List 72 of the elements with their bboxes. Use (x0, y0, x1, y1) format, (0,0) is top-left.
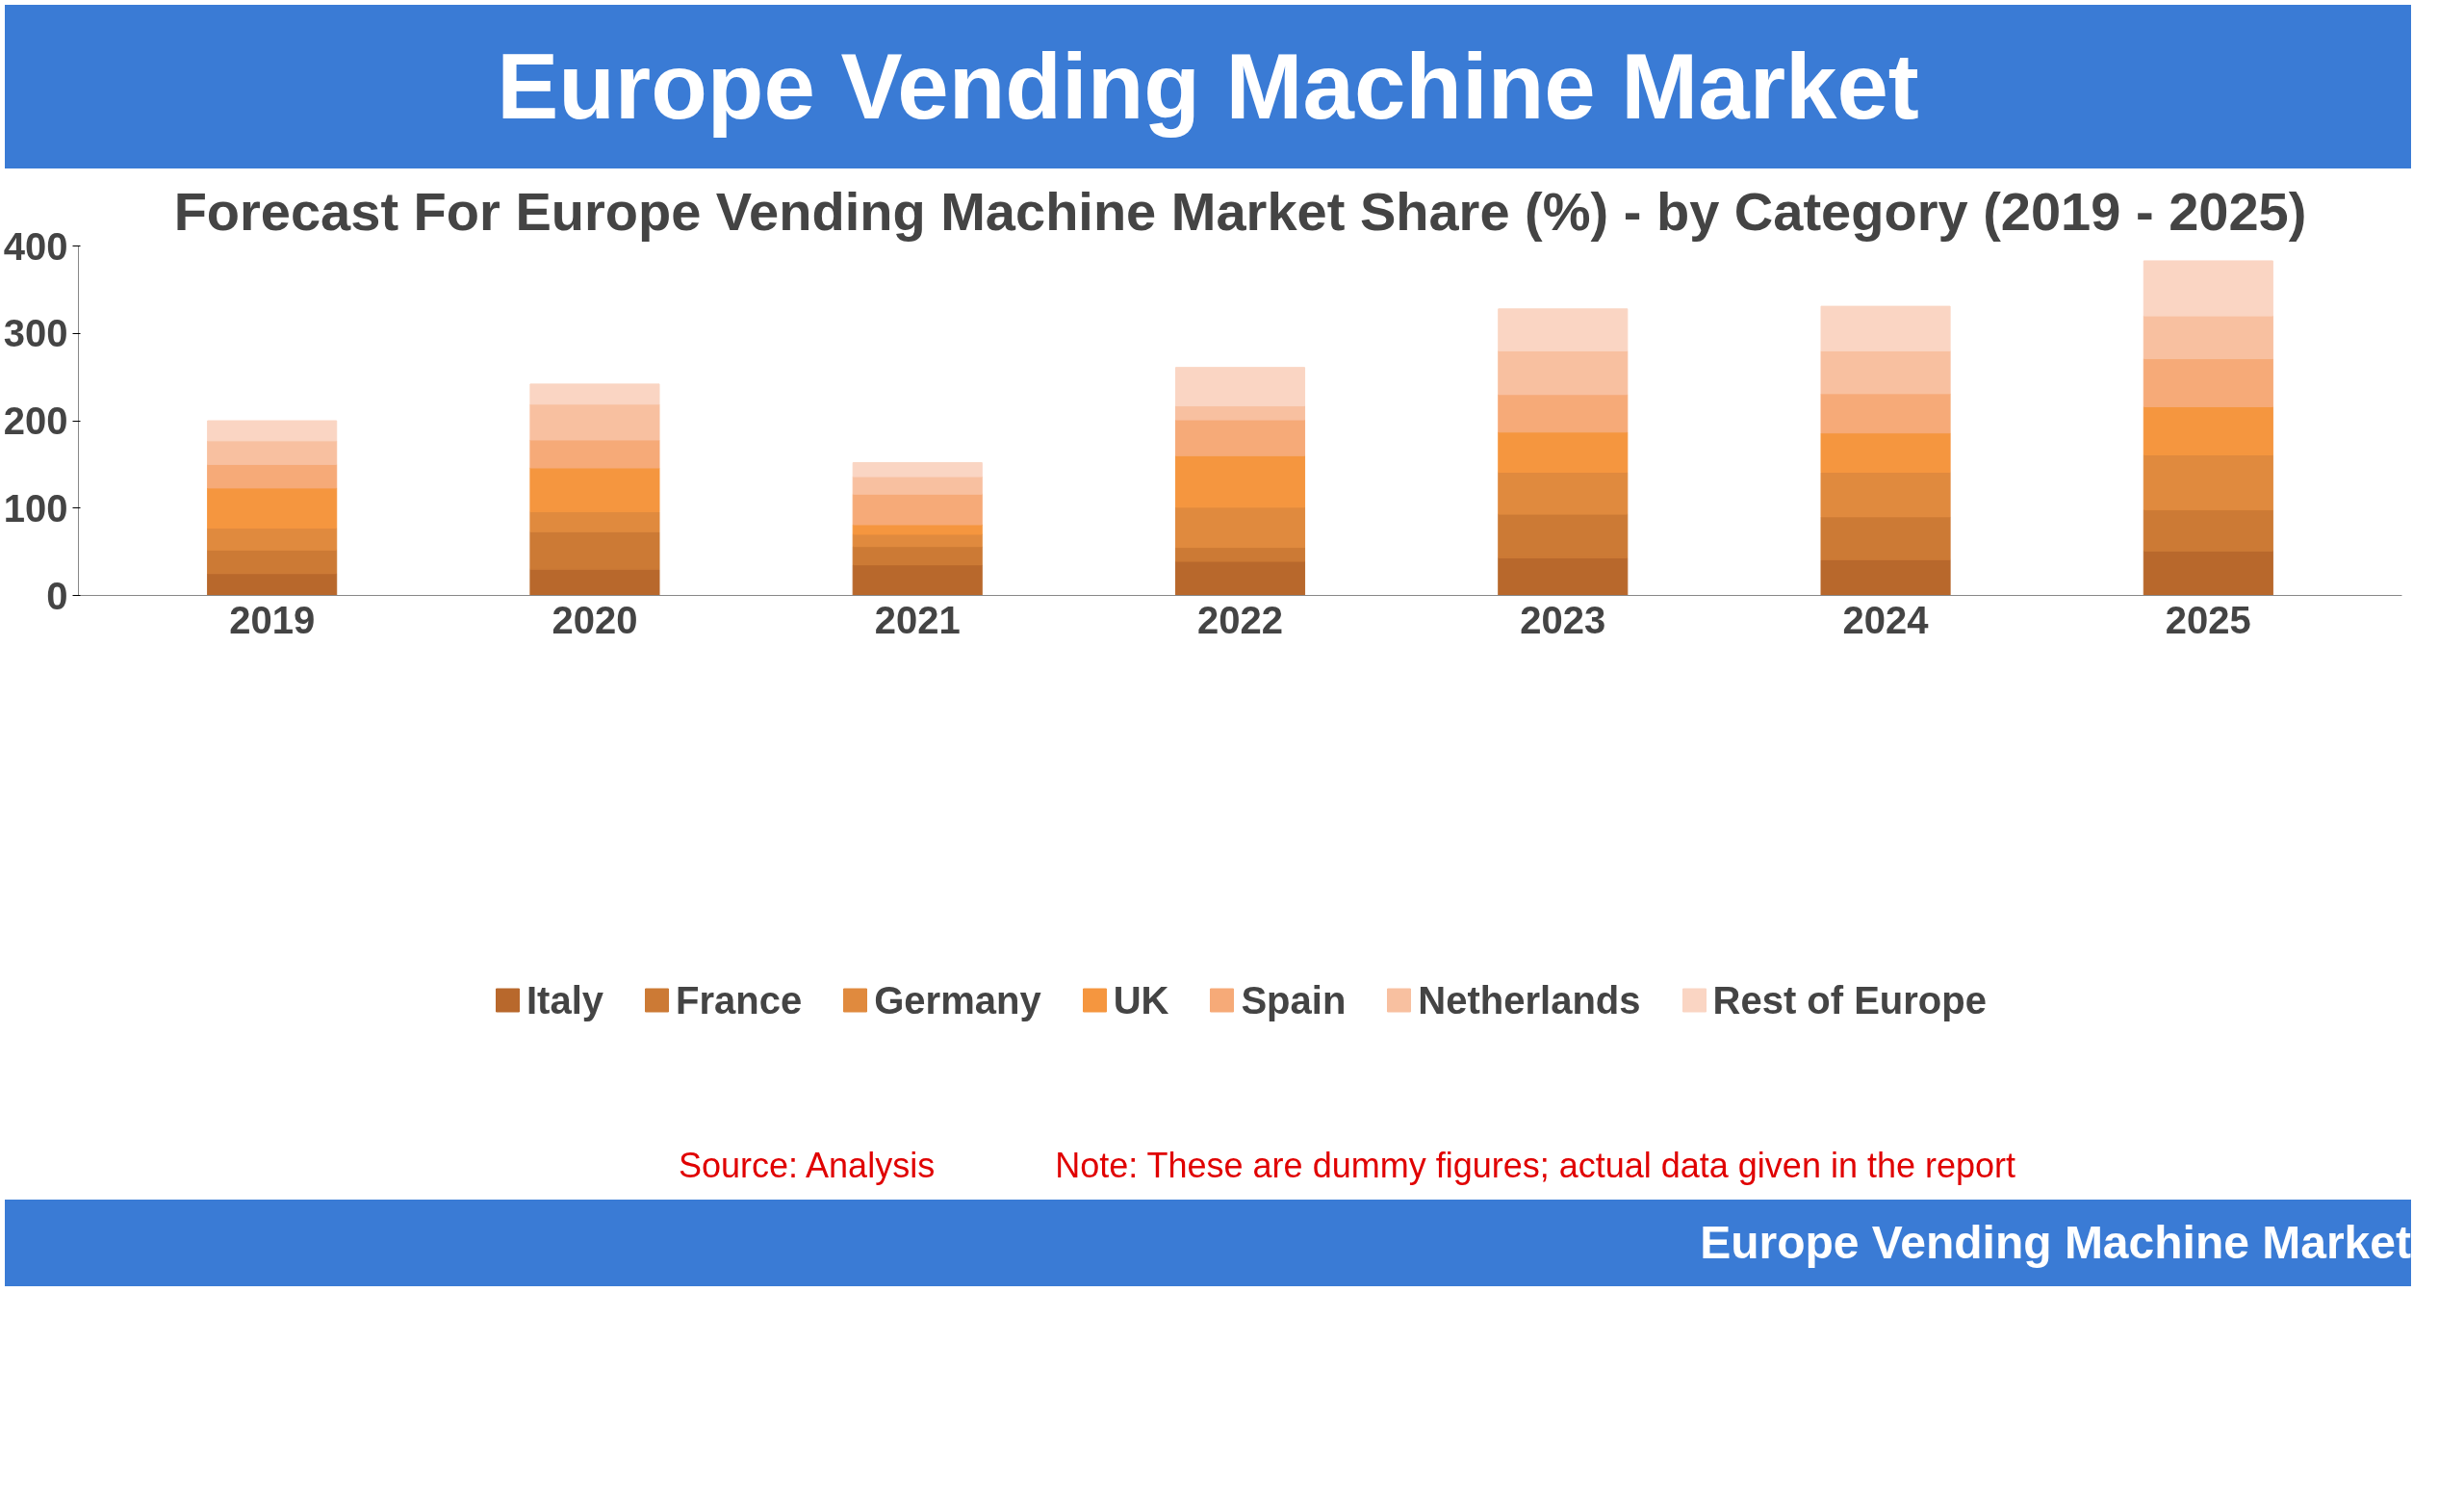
legend-label: Rest of Europe (1712, 978, 1987, 1022)
bar (529, 383, 660, 405)
bar (2143, 260, 2273, 317)
bar (1820, 393, 1951, 434)
chart-subtitle: Forecast For Europe Vending Machine Market Share (%) - by Category (2019 - 2025) (173, 180, 2307, 242)
bar (1498, 349, 1629, 396)
x-tick-label: 2025 (2165, 598, 2251, 641)
x-tick-label: 2019 (229, 598, 316, 641)
x-tick-label: 2020 (552, 598, 638, 641)
bar (1498, 556, 1629, 596)
bar (2143, 405, 2273, 455)
bar (1498, 513, 1629, 558)
bar (207, 440, 338, 465)
source-note: Source: Analysis (679, 1145, 936, 1187)
bar (1174, 506, 1306, 549)
text: Europe Vending Machine Market (1700, 1216, 2411, 1271)
bar (2143, 509, 2273, 552)
x-tick-label: 2024 (1842, 598, 1930, 641)
bar (207, 487, 338, 530)
bar (2143, 315, 2273, 360)
legend-label: Netherlands (1418, 978, 1641, 1022)
bar (2143, 550, 2273, 596)
bar (1174, 547, 1306, 562)
bar (1498, 308, 1629, 351)
bar (852, 493, 983, 526)
bar (852, 564, 983, 596)
y-tick-label: 0 (46, 574, 68, 617)
y-tick-label: 300 (3, 312, 68, 355)
bar (207, 573, 338, 596)
bar (852, 546, 983, 566)
bar (207, 420, 338, 442)
bar (1498, 472, 1629, 515)
bar (207, 528, 338, 551)
bar (852, 476, 983, 495)
bar (1174, 405, 1306, 421)
bar (1820, 516, 1951, 560)
legend-label: Spain (1241, 978, 1347, 1022)
bar (2143, 453, 2273, 511)
legend-label: France (676, 978, 803, 1022)
bar (1820, 432, 1951, 474)
bar (529, 467, 660, 512)
chart-title: Europe Vending Machine Market (497, 34, 1919, 140)
legend-label: Germany (874, 978, 1041, 1022)
legend-label: UK (1113, 978, 1169, 1022)
bar (1498, 394, 1629, 433)
bar (529, 530, 660, 570)
bar (1174, 454, 1306, 508)
bar (1174, 560, 1306, 596)
bar (1820, 305, 1951, 351)
bar (529, 439, 660, 469)
y-tick-label: 200 (3, 400, 68, 442)
bar (207, 549, 338, 575)
bar (1174, 419, 1306, 456)
text: Note: These are dummy figures; actual data given in the report (1055, 1145, 2016, 1187)
bar (529, 568, 660, 596)
bar (2143, 358, 2273, 407)
bar (1820, 472, 1951, 518)
bar (1498, 431, 1629, 474)
bar (529, 403, 660, 441)
bar (852, 462, 983, 478)
bar (207, 463, 338, 489)
y-tick-label: 400 (3, 224, 68, 268)
legend-label: Italy (526, 978, 604, 1022)
bar (1820, 558, 1951, 596)
bar (1174, 367, 1306, 407)
bar (529, 510, 660, 532)
bar (852, 524, 983, 535)
x-tick-label: 2021 (874, 598, 961, 641)
bar (1820, 349, 1951, 395)
x-tick-label: 2023 (1520, 598, 1606, 641)
x-tick-label: 2022 (1197, 598, 1283, 641)
y-tick-label: 100 (3, 486, 68, 530)
